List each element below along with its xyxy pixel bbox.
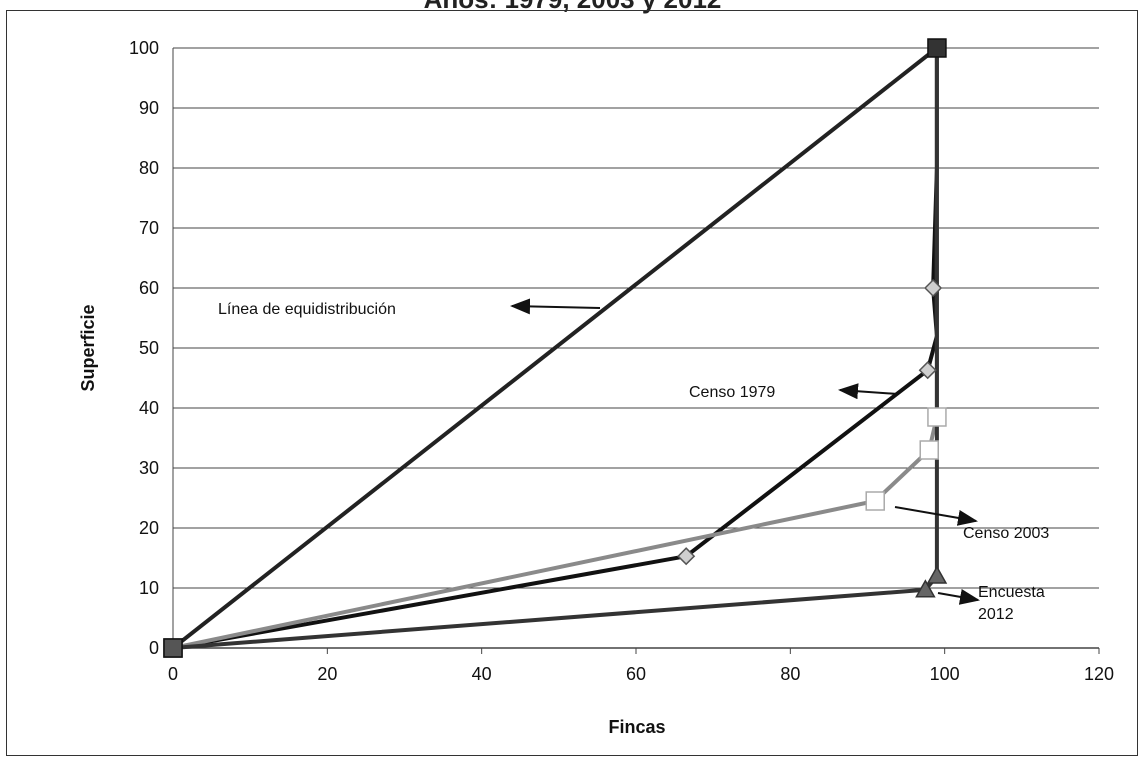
annotation-censo-1979: Censo 1979 [689, 384, 775, 401]
y-tick-label: 60 [139, 278, 159, 298]
series-line-0 [171, 46, 939, 650]
data-point-diamond [918, 361, 937, 380]
grid-lines [173, 47, 1099, 649]
y-tick-label: 50 [139, 338, 159, 358]
x-tick-label: 80 [780, 664, 800, 684]
arrow-encuesta-2012 [937, 589, 980, 605]
chart-frame [6, 10, 1138, 756]
arrow-equidistribution [510, 298, 601, 315]
y-tick-label: 10 [139, 578, 159, 598]
y-axis-label: Superficie [78, 304, 98, 391]
data-point-open-square [865, 491, 885, 511]
data-point-open-square [919, 440, 939, 460]
x-tick-label: 120 [1084, 664, 1114, 684]
y-tick-label: 40 [139, 398, 159, 418]
y-tick-label: 20 [139, 518, 159, 538]
y-tick-label: 80 [139, 158, 159, 178]
y-tick-label: 100 [129, 38, 159, 58]
y-tick-label: 30 [139, 458, 159, 478]
axes: 0 10 20 30 40 50 60 70 80 90 100 0 20 40 60 80 100 120 [129, 38, 1114, 684]
y-tick-label: 90 [139, 98, 159, 118]
y-tick-label: 70 [139, 218, 159, 238]
annotation-encuesta: Encuesta [978, 584, 1045, 601]
x-tick-label: 20 [317, 664, 337, 684]
annotation-censo-2003: Censo 2003 [963, 525, 1049, 542]
markers-layer [163, 38, 948, 658]
annotations-layer: Línea de equidistribución Censo 1979 Cen… [218, 298, 1049, 623]
arrow-censo-2003 [894, 506, 978, 526]
data-point-triangle [915, 579, 936, 598]
data-point-origin [163, 638, 183, 658]
x-tick-label: 100 [930, 664, 960, 684]
data-point-diamond [677, 547, 696, 566]
data-point-triangle [926, 565, 948, 584]
x-tick-label: 40 [472, 664, 492, 684]
data-point-diamond [924, 278, 943, 298]
annotation-2012: 2012 [978, 606, 1014, 623]
x-axis-label: Fincas [608, 717, 665, 737]
data-point-square [927, 38, 947, 58]
arrow-censo-1979 [838, 383, 899, 400]
data-point-open-square [927, 407, 947, 427]
annotation-equidistribution: Línea de equidistribución [218, 301, 396, 318]
y-tick-label: 0 [149, 638, 159, 658]
x-tick-label: 0 [168, 664, 178, 684]
x-tick-label: 60 [626, 664, 646, 684]
